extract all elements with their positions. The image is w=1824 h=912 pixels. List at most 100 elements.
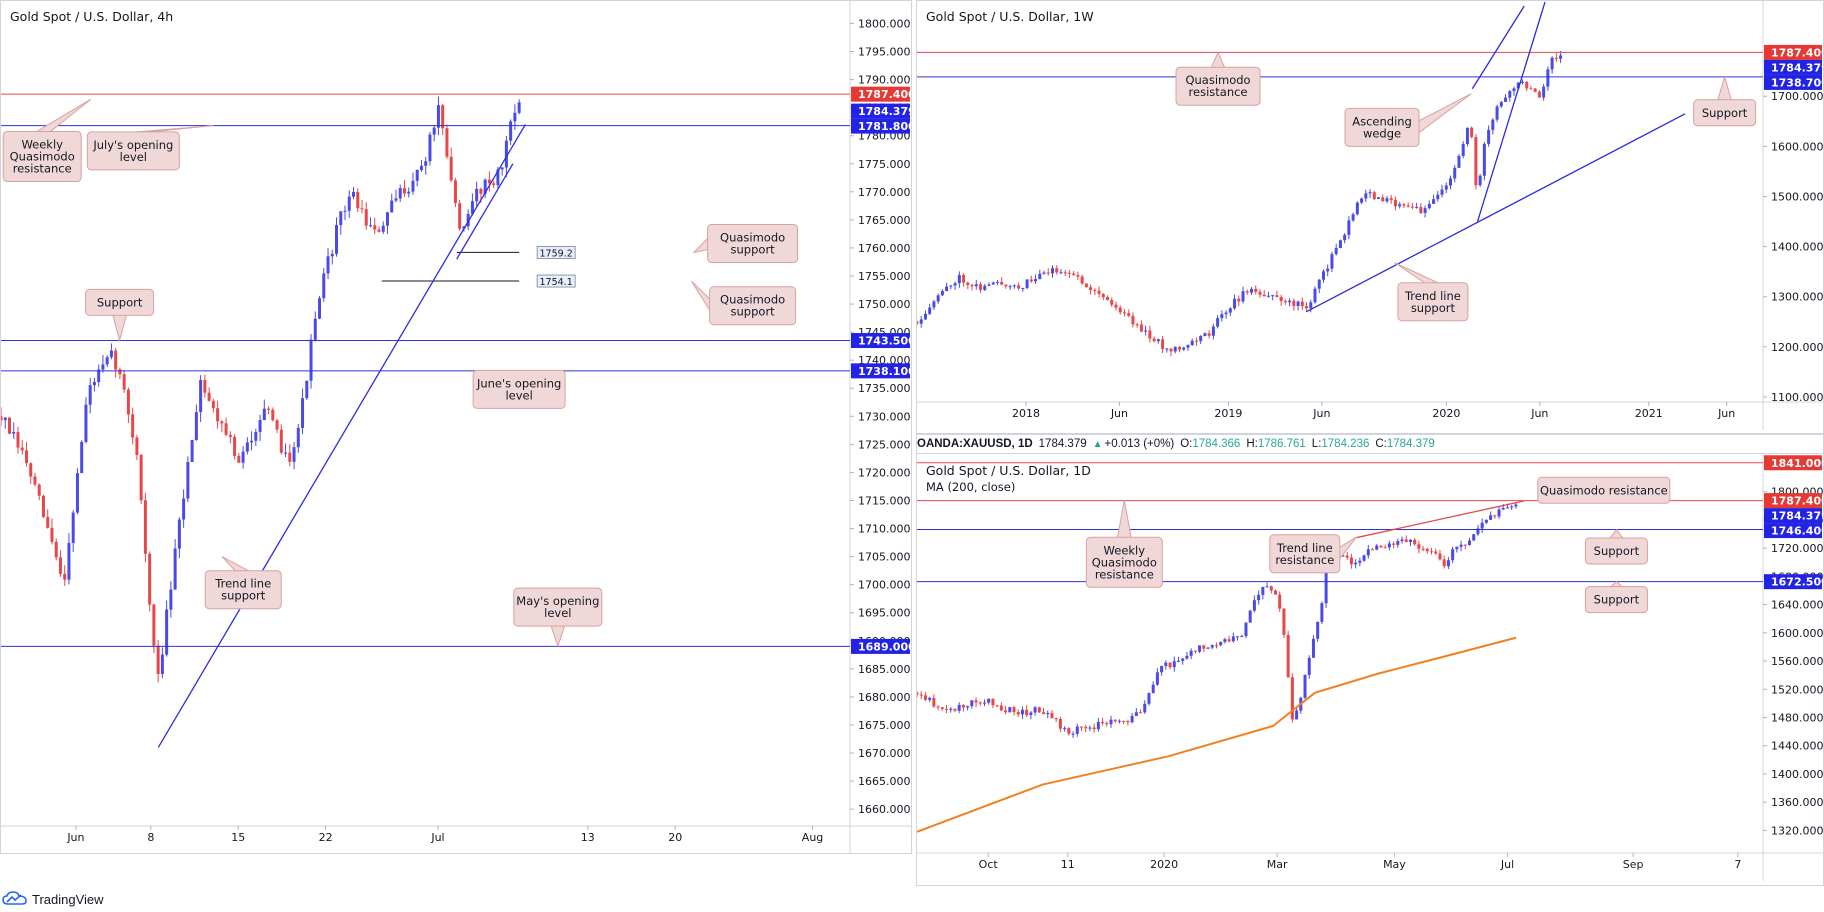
y-tick-label: 1600.000 xyxy=(1771,140,1823,153)
chart-4h-svg: 1800.0001795.0001790.0001785.0001780.000… xyxy=(0,1,916,854)
callout-support-weekly: Support xyxy=(1693,75,1757,127)
candle-body xyxy=(1324,572,1328,604)
candle-body xyxy=(199,380,203,413)
candle-body xyxy=(1465,127,1469,144)
candle-body xyxy=(1292,300,1296,307)
callout-support-daily-1: Support xyxy=(1584,528,1648,565)
candle-body xyxy=(932,301,936,308)
candle-body xyxy=(1139,712,1143,714)
candle-body xyxy=(1330,254,1334,269)
candle-body xyxy=(940,291,944,296)
price-tag-label: 1689.000 xyxy=(858,640,911,653)
callout-text: June's opening xyxy=(476,376,561,390)
candle-body xyxy=(1092,727,1096,730)
candle-body xyxy=(475,188,479,202)
chart-panel-weekly[interactable]: 1700.000 1600.000 1500.000 1400.000 1300.000… xyxy=(915,0,1824,434)
candle-body xyxy=(92,382,96,386)
x-tick-label: 7 xyxy=(1734,858,1741,871)
footer-brand[interactable]: TradingView xyxy=(2,889,104,909)
callout-box xyxy=(1085,536,1163,588)
candle-body xyxy=(1275,295,1279,298)
candle-body xyxy=(1127,313,1131,316)
candle-body xyxy=(228,434,232,437)
candle-body xyxy=(428,134,432,162)
ohlc-high-label: H: xyxy=(1246,438,1258,450)
candle-body xyxy=(156,645,160,674)
callout-box xyxy=(204,570,282,610)
candle-body xyxy=(1383,547,1387,549)
candle-body xyxy=(1440,189,1444,195)
candle-body xyxy=(1105,723,1109,725)
x-tick-label: 8 xyxy=(147,831,154,844)
trend-line-trend_line xyxy=(1305,113,1686,313)
callout-pointer xyxy=(1210,51,1226,69)
candle-body xyxy=(1058,718,1062,729)
candle-body xyxy=(1499,101,1503,107)
candle-body xyxy=(1050,713,1054,719)
callout-pointer xyxy=(1417,93,1472,135)
callout-text: Trend line xyxy=(1404,289,1461,303)
candle-body xyxy=(1406,205,1410,207)
x-tick-label: 22 xyxy=(319,831,333,844)
candle-body xyxy=(1510,506,1514,508)
candle-body xyxy=(1387,543,1391,548)
candle-body xyxy=(1425,548,1429,552)
y-tick-label: 1685.000 xyxy=(858,663,911,676)
callout-box xyxy=(1397,282,1469,322)
callout-text: Ascending xyxy=(1352,114,1412,128)
candle-body xyxy=(509,121,513,141)
callout-text: Quasimodo xyxy=(720,230,785,244)
chart-panel-daily[interactable]: OANDA:XAUUSD, 1D 1784.379 ▲ +0.013 (+0%)… xyxy=(916,434,1824,886)
candle-body xyxy=(1362,555,1366,561)
candle-body xyxy=(1214,645,1218,647)
y-tick-label: 1300.000 xyxy=(1771,291,1823,304)
candle-body xyxy=(1096,721,1100,730)
candle-body xyxy=(1000,281,1004,285)
candle-body xyxy=(101,364,105,370)
candle-body xyxy=(1067,272,1071,274)
y-tick-label: 1765.000 xyxy=(858,214,911,227)
candle-body xyxy=(1271,295,1275,297)
chart-panel-4h[interactable]: 1800.0001795.0001790.0001785.0001780.000… xyxy=(0,0,916,854)
y-tick-label: 1670.000 xyxy=(858,747,911,760)
y-tick-label: 1760.000 xyxy=(858,242,911,255)
y-tick-label: 1735.000 xyxy=(858,382,911,395)
candle-body xyxy=(1257,594,1261,601)
y-tick-label: 1440.000 xyxy=(1771,740,1823,753)
candle-body xyxy=(1472,534,1476,541)
candle-body xyxy=(1109,719,1113,725)
y-tick-label: 1360.000 xyxy=(1771,796,1823,809)
candle-body xyxy=(1303,674,1307,698)
price-tag-label: 1787.400 xyxy=(1771,495,1823,508)
x-tick-label: 2019 xyxy=(1214,407,1242,420)
candle-body xyxy=(1206,647,1210,649)
candle-body xyxy=(1316,621,1320,639)
price-tag-box xyxy=(851,86,910,102)
candle-body xyxy=(449,156,453,181)
candle-body xyxy=(1139,324,1143,332)
candle-body xyxy=(411,180,415,192)
candle-body xyxy=(1207,333,1211,336)
candle-body xyxy=(271,409,275,421)
candle-body xyxy=(1249,288,1253,293)
candle-body xyxy=(987,284,991,286)
candle-body xyxy=(0,416,3,421)
candle-body xyxy=(335,225,339,254)
ohlc-header: OANDA:XAUUSD, 1D 1784.379 ▲ +0.013 (+0%)… xyxy=(917,435,1823,454)
candle-body xyxy=(1286,634,1290,678)
candle-body xyxy=(1042,712,1046,715)
candle-body xyxy=(186,461,190,499)
candle-body xyxy=(1199,336,1203,341)
candle-body xyxy=(258,420,262,432)
candle-body xyxy=(487,179,491,184)
candle-body xyxy=(1110,299,1114,305)
candle-body xyxy=(1451,549,1455,561)
indicator-label: MA (200, close) xyxy=(926,480,1015,494)
callout-text: Quasimodo resistance xyxy=(1540,483,1668,497)
candle-body xyxy=(88,385,92,405)
candle-body xyxy=(1508,91,1512,98)
y-tick-label: 1400.000 xyxy=(1771,241,1823,254)
